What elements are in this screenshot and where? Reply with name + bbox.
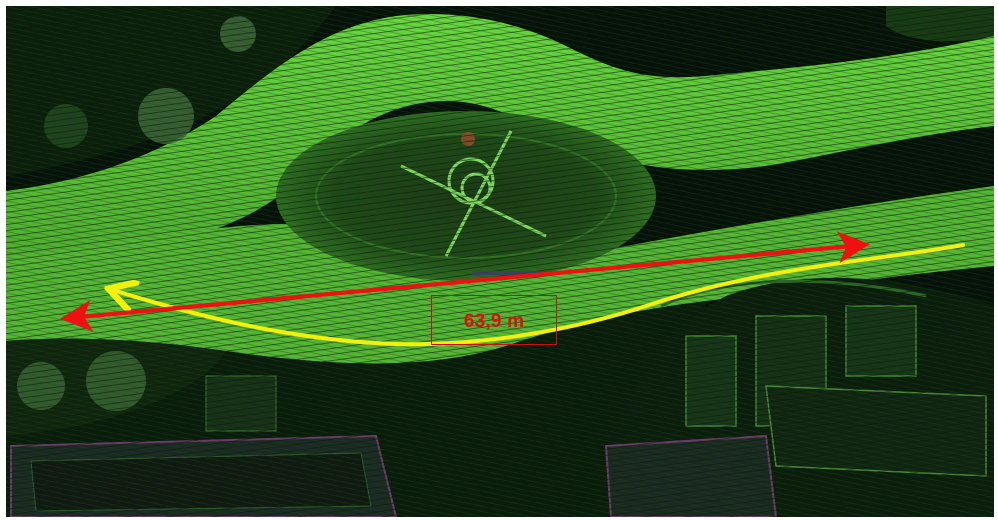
lidar-point-cloud-view: 63,9 m [6,6,994,517]
vehicle-trajectory-path [116,243,965,347]
distance-label: 63,9 m [463,311,525,332]
distance-label-box: 63,9 m [431,295,557,345]
point-cloud-render [6,6,994,517]
